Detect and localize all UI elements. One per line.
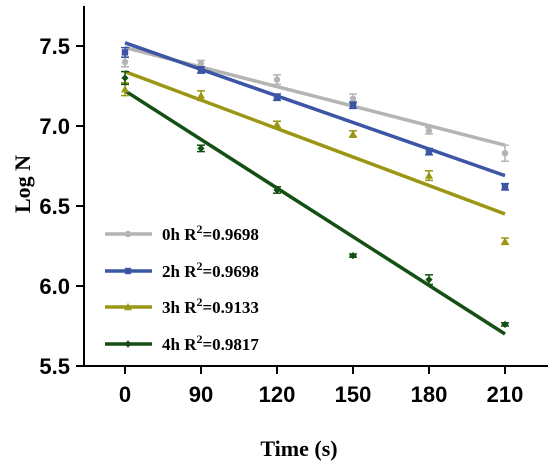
fit-line-4h xyxy=(124,89,506,336)
data-point-4h xyxy=(349,252,357,260)
x-ticks: 0 90 120 150 180 210 xyxy=(119,366,523,407)
legend-series-label: 0h R xyxy=(162,225,197,244)
data-point-2h xyxy=(197,66,205,74)
y-tick-label: 5.5 xyxy=(39,354,70,379)
data-point-0h xyxy=(273,76,281,83)
y-tick-label: 7.5 xyxy=(39,34,70,59)
data-point-2h xyxy=(349,102,357,109)
legend-series-label: 2h R xyxy=(162,262,197,281)
data-point-3h xyxy=(273,120,281,128)
axes xyxy=(83,6,548,367)
legend-superscript: 2 xyxy=(196,295,202,309)
data-point-3h xyxy=(425,171,433,179)
y-tick-label: 6.0 xyxy=(39,274,70,299)
legend-swatch-marker xyxy=(124,340,132,348)
data-point-2h xyxy=(425,148,433,155)
data-point-0h xyxy=(121,58,129,66)
x-tick-label: 180 xyxy=(411,382,448,407)
data-point-0h xyxy=(501,150,509,157)
data-point-4h xyxy=(273,186,281,194)
fit-line-2h xyxy=(124,41,506,178)
data-point-2h xyxy=(273,94,281,101)
data-points xyxy=(121,46,509,328)
x-tick-label: 150 xyxy=(335,382,372,407)
legend-r2-value: =0.9698 xyxy=(202,225,258,244)
legend-superscript: 2 xyxy=(196,259,202,273)
data-point-0h xyxy=(197,60,205,67)
data-point-4h xyxy=(501,320,509,328)
x-tick-label: 0 xyxy=(119,382,131,407)
data-point-3h xyxy=(197,91,205,99)
data-point-2h xyxy=(501,183,509,190)
data-point-0h xyxy=(349,95,357,103)
x-tick-label: 90 xyxy=(189,382,213,407)
legend-entry: 0h R2=0.9698 xyxy=(162,222,259,244)
data-point-3h xyxy=(349,130,357,138)
y-axis-title: Log N xyxy=(10,155,35,213)
data-point-4h xyxy=(197,144,205,152)
legend-series-label: 3h R xyxy=(162,298,197,317)
legend-superscript: 2 xyxy=(196,332,202,346)
y-tick-label: 7.0 xyxy=(39,114,70,139)
data-point-0h xyxy=(425,127,433,134)
legend-r2-value: =0.9817 xyxy=(202,335,259,354)
data-point-3h xyxy=(501,237,509,245)
fit-lines xyxy=(124,41,506,336)
legend-swatch-marker xyxy=(124,267,132,275)
y-tick-label: 6.5 xyxy=(39,194,70,219)
legend-swatch-marker xyxy=(124,230,132,238)
data-point-4h xyxy=(121,74,129,82)
legend-r2-value: =0.9133 xyxy=(202,298,258,317)
x-tick-label: 120 xyxy=(259,382,296,407)
legend-r2-value: =0.9698 xyxy=(202,262,258,281)
legend-superscript: 2 xyxy=(196,222,202,236)
x-tick-label: 210 xyxy=(487,382,524,407)
legend-entry: 3h R2=0.9133 xyxy=(162,295,259,317)
x-axis-title: Time (s) xyxy=(260,436,337,461)
y-ticks: 5.5 6.0 6.5 7.0 7.5 xyxy=(39,34,84,379)
data-point-4h xyxy=(425,276,433,284)
legend-entry: 4h R2=0.9817 xyxy=(162,332,259,354)
fit-line-3h xyxy=(124,69,506,216)
data-point-3h xyxy=(121,85,129,93)
data-point-2h xyxy=(121,49,129,56)
legend-entry: 2h R2=0.9698 xyxy=(162,259,259,281)
legend-swatch-marker xyxy=(124,303,132,311)
legend-series-label: 4h R xyxy=(162,335,197,354)
